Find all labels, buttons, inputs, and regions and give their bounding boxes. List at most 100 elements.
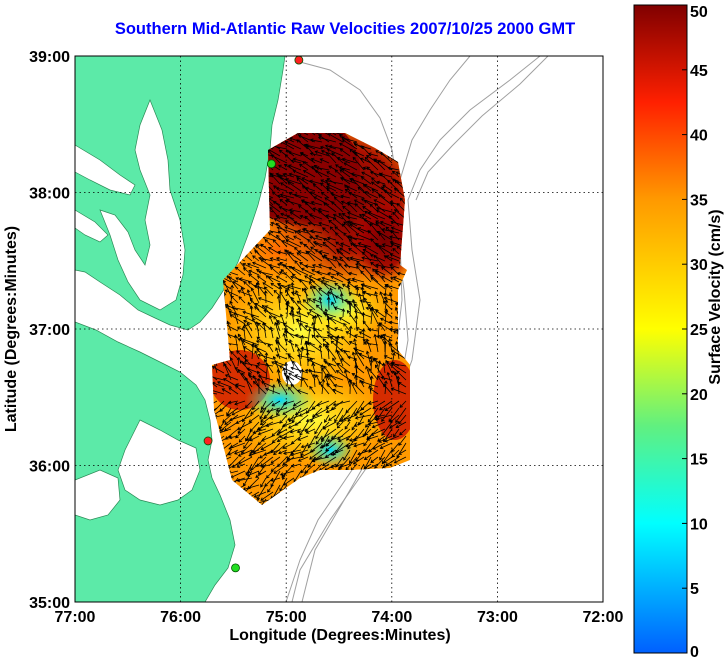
velocity-arrow (290, 366, 309, 374)
velocity-arrow (305, 428, 316, 434)
velocity-arrow (302, 299, 316, 311)
velocity-arrow (338, 212, 351, 227)
velocity-arrow (358, 293, 365, 311)
velocity-arrow (230, 284, 234, 304)
velocity-arrow (297, 456, 309, 462)
velocity-arrow (312, 285, 323, 297)
colorbar-tick-label: 45 (690, 63, 708, 80)
y-tick-label: 35:00 (29, 595, 70, 612)
velocity-arrow (388, 291, 393, 304)
velocity-arrow (212, 366, 225, 374)
velocity-arrow (340, 242, 351, 248)
velocity-arrow (304, 264, 316, 269)
velocity-arrow (228, 442, 246, 450)
velocity-arrow (292, 157, 309, 164)
velocity-arrow (296, 428, 309, 434)
velocity-arrow (269, 172, 281, 185)
velocity-arrow (376, 231, 393, 241)
colorbar-tick-label: 30 (690, 257, 708, 274)
velocity-arrow (287, 164, 302, 171)
velocity-arrow (326, 236, 337, 241)
velocity-arrow (285, 289, 295, 304)
chesapeake-bay (75, 99, 201, 521)
velocity-arrow (269, 414, 281, 420)
velocity-arrow (390, 362, 407, 374)
velocity-arrow (306, 251, 323, 262)
velocity-arrow (358, 331, 372, 339)
velocity-arrow (296, 300, 309, 311)
velocity-arrow (369, 355, 379, 360)
velocity-arrow (267, 484, 274, 493)
velocity-arrow (345, 331, 358, 339)
velocity-arrow (364, 191, 379, 199)
velocity-arrow (330, 275, 344, 283)
velocity-arrow (388, 320, 400, 325)
velocity-arrow (373, 199, 386, 206)
velocity-arrow (363, 297, 372, 311)
velocity-arrow (289, 211, 302, 220)
velocity-arrow (355, 233, 372, 241)
velocity-arrow (255, 282, 267, 297)
velocity-arrow (312, 407, 323, 418)
velocity-arrow (307, 238, 316, 248)
velocity-arrow (334, 327, 344, 332)
velocity-arrow (295, 133, 309, 136)
velocity-arrow (299, 214, 309, 220)
velocity-arrow (270, 456, 281, 464)
velocity-arrow (370, 181, 386, 192)
velocity-arrow (246, 367, 260, 374)
velocity-arrow (320, 428, 337, 440)
velocity-arrow (349, 256, 365, 262)
velocity-arrow (352, 150, 365, 157)
velocity-arrow (279, 470, 295, 476)
velocity-arrow (246, 289, 253, 304)
velocity-arrow (343, 449, 351, 461)
velocity-arrow (255, 365, 267, 374)
velocity-arrow (315, 428, 323, 440)
velocity-arrow (363, 184, 379, 192)
velocity-arrow (381, 228, 400, 234)
velocity-arrow (302, 170, 316, 178)
velocity-arrow (363, 341, 379, 346)
velocity-arrow (362, 206, 372, 213)
velocity-arrow (378, 322, 393, 332)
velocity-arrow (221, 388, 232, 395)
velocity-arrow (323, 202, 337, 213)
velocity-arrow (279, 193, 295, 199)
velocity-arrow (290, 159, 302, 164)
velocity-arrow (300, 267, 316, 276)
velocity-arrow (325, 407, 337, 414)
velocity-arrow (343, 322, 351, 332)
velocity-arrow (281, 421, 295, 428)
velocity-arrow (319, 158, 330, 164)
velocity-arrow (227, 449, 239, 456)
velocity-arrow (233, 334, 239, 353)
velocity-arrow (307, 435, 316, 449)
velocity-arrow (353, 199, 365, 206)
velocity-arrow (392, 247, 400, 255)
velocity-arrow (348, 378, 358, 395)
velocity-arrow (310, 157, 323, 164)
velocity-arrow (325, 325, 337, 332)
velocity-arrow (332, 400, 351, 407)
y-tick-label: 38:00 (29, 186, 70, 203)
velocity-arrow (260, 414, 267, 423)
velocity-arrow (265, 421, 281, 428)
velocity-arrow (307, 342, 323, 353)
velocity-arrow (292, 360, 302, 374)
velocity-arrow (243, 281, 253, 290)
velocity-arrow (373, 158, 386, 171)
velocity-arrow (260, 463, 274, 469)
velocity-arrow (319, 145, 330, 150)
velocity-arrow (318, 221, 330, 227)
x-axis-label: Longitude (Degrees:Minutes) (229, 627, 450, 644)
velocity-arrow (362, 265, 372, 276)
velocity-arrow (382, 300, 393, 311)
velocity-arrow (366, 435, 379, 441)
velocity-arrow (328, 266, 344, 276)
velocity-arrow (322, 227, 330, 234)
velocity-arrow (374, 456, 386, 469)
velocity-arrow (312, 373, 317, 388)
velocity-arrow (256, 336, 267, 346)
velocity-arrow (275, 407, 288, 413)
